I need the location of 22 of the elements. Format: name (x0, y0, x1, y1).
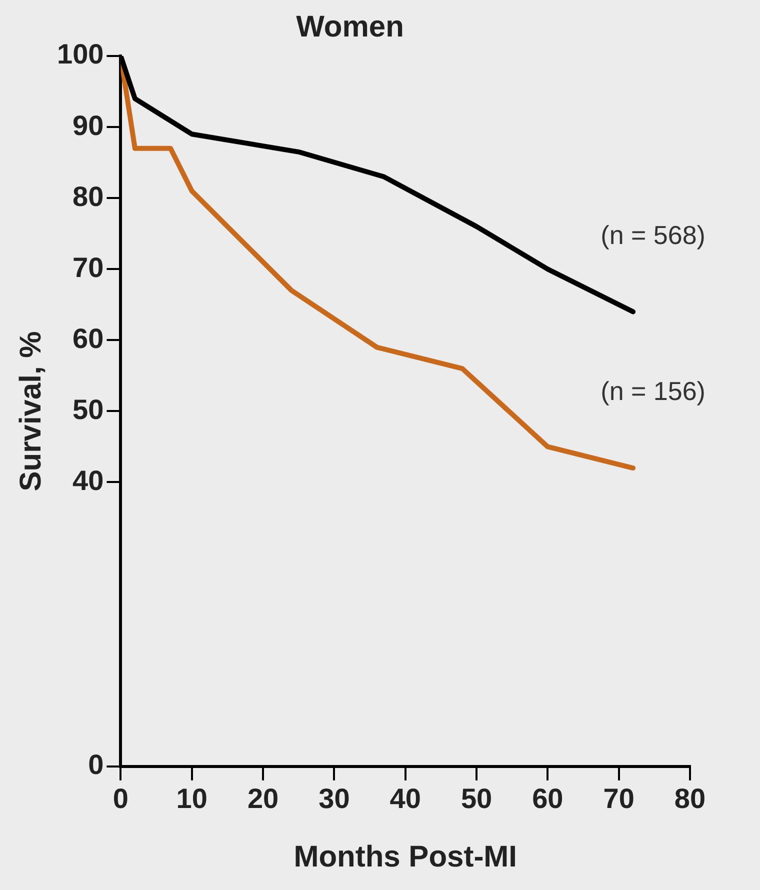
x-tick-label: 80 (674, 782, 706, 814)
annotation: (n = 568) (600, 220, 706, 250)
x-tick-label: 10 (176, 782, 208, 814)
x-tick-label: 0 (112, 782, 129, 814)
y-tick-label: 80 (72, 180, 104, 212)
x-tick-label: 40 (390, 782, 421, 814)
x-axis-title: Months Post-MI (294, 840, 518, 874)
y-tick-label: 40 (72, 464, 104, 496)
y-tick-label: 90 (72, 110, 104, 141)
x-tick-label: 30 (318, 782, 350, 814)
x-tick-label: 70 (603, 782, 634, 814)
chart-title: Women (296, 10, 404, 44)
y-tick-label: 50 (72, 394, 104, 425)
y-tick-label: 60 (72, 322, 104, 354)
y-axis-title: Survival, % (14, 331, 48, 492)
annotation: (n = 156) (600, 376, 706, 406)
x-tick-label: 60 (532, 782, 564, 814)
x-tick-label: 20 (247, 782, 279, 814)
x-tick-label: 50 (460, 782, 492, 814)
y-tick-label: 100 (57, 38, 104, 70)
y-tick-label: 70 (72, 252, 104, 283)
y-tick-label: 0 (88, 749, 104, 780)
